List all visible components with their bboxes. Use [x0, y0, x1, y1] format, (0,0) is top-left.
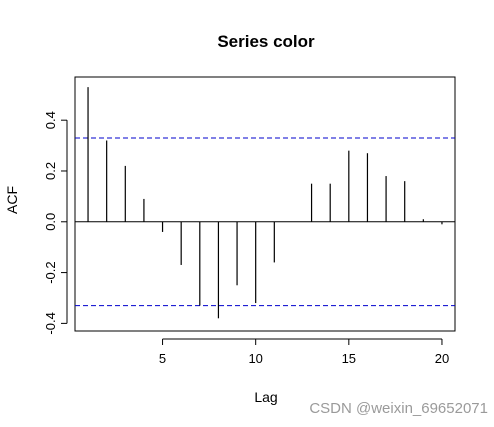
x-tick-label: 10	[248, 351, 262, 366]
x-tick-label: 15	[342, 351, 356, 366]
acf-bars	[87, 87, 443, 319]
y-axis-label: ACF	[4, 186, 20, 214]
chart-title: Series color	[217, 32, 315, 51]
x-axis-label: Lag	[254, 389, 277, 405]
y-tick-label: -0.2	[43, 261, 58, 283]
x-axis: 5 10 15 20	[159, 338, 449, 366]
x-tick-label: 5	[159, 351, 166, 366]
confidence-bounds	[75, 137, 455, 307]
y-axis: -0.4 -0.2 0.0 0.2 0.4	[43, 111, 68, 335]
y-tick-label: 0.4	[43, 111, 58, 129]
plot-frame	[74, 76, 456, 332]
y-tick-label: 0.0	[43, 213, 58, 231]
y-tick-label: -0.4	[43, 312, 58, 334]
y-tick-label: 0.2	[43, 162, 58, 180]
watermark: CSDN @weixin_69652071	[309, 400, 488, 417]
x-tick-label: 20	[435, 351, 449, 366]
